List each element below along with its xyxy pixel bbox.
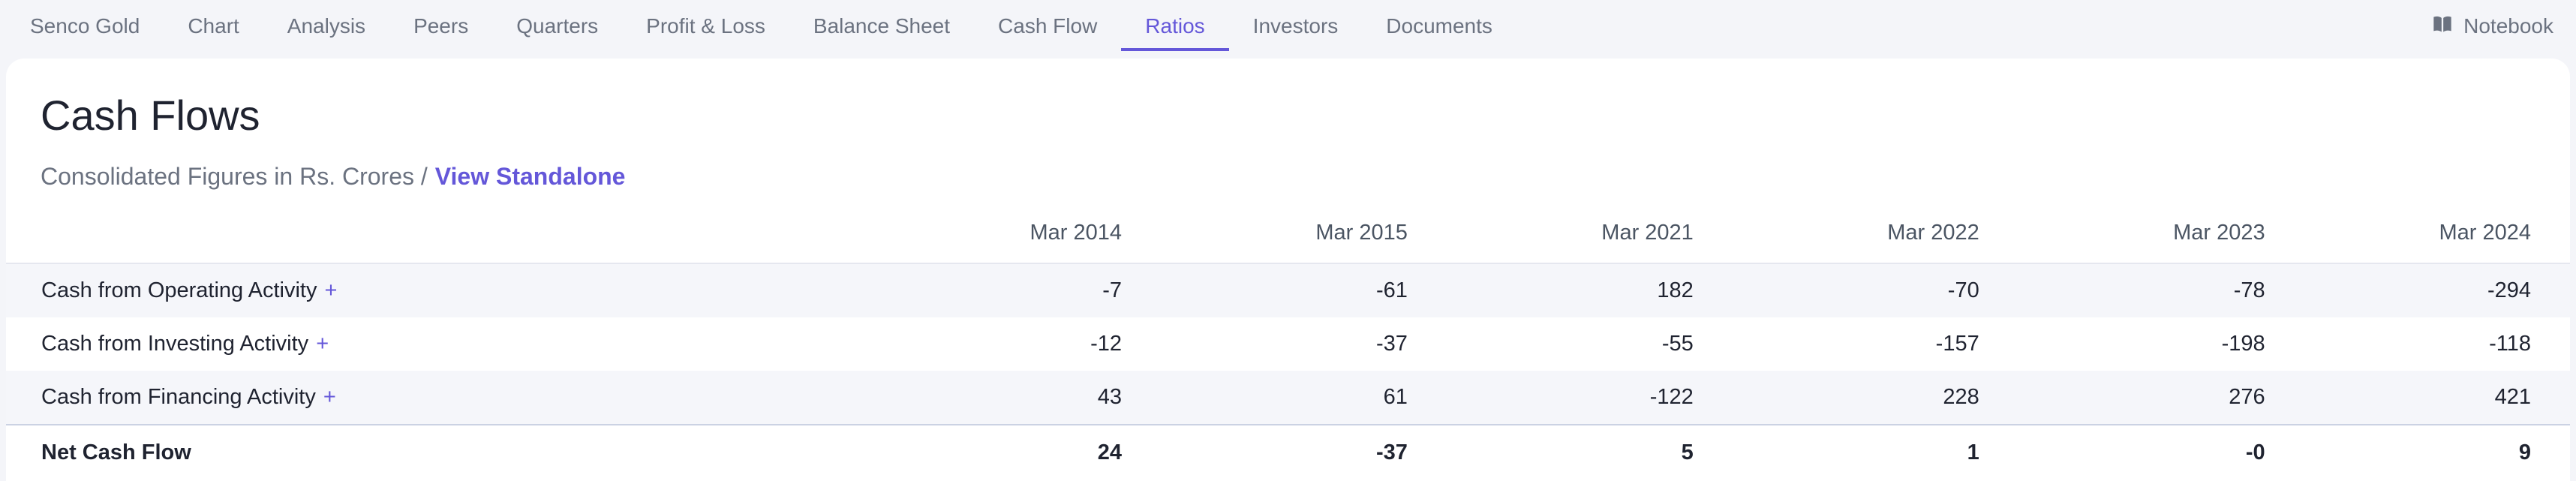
total-cell: 1 (1699, 424, 1985, 479)
book-icon (2432, 14, 2453, 40)
table-cell: -12 (1090, 332, 1122, 356)
column-header: Mar 2014 (774, 207, 1128, 264)
table-header-row: Mar 2014 Mar 2015 Mar 2021 Mar 2022 Mar … (6, 207, 2570, 264)
column-header: Mar 2022 (1699, 207, 1985, 264)
total-cell: 5 (1413, 424, 1700, 479)
section-title: Cash Flows (41, 92, 260, 139)
tab-cash-flow[interactable]: Cash Flow (998, 14, 1098, 38)
column-header: Mar 2024 (2271, 207, 2570, 264)
total-label: Net Cash Flow (6, 424, 774, 479)
table-cell: 182 (1413, 263, 1700, 317)
table-cell: -122 (1413, 371, 1700, 425)
row-label-cell[interactable]: Cash from Financing Activity + (6, 371, 774, 425)
table-cell: 421 (2271, 371, 2570, 425)
tab-ratios[interactable]: Ratios (1121, 0, 1230, 53)
cash-flow-table: Mar 2014 Mar 2015 Mar 2021 Mar 2022 Mar … (6, 207, 2570, 479)
expand-button[interactable]: + (324, 278, 338, 302)
table-cell: -78 (1985, 263, 2271, 317)
subtitle-text: Consolidated Figures in Rs. Crores / (41, 163, 428, 190)
table-row: Cash from Financing Activity + 43 61 -122… (6, 371, 2570, 425)
table-cell: -294 (2271, 263, 2570, 317)
tab-peers[interactable]: Peers (413, 14, 469, 38)
section-subtitle: Consolidated Figures in Rs. Crores / Vie… (41, 162, 625, 191)
tab-documents[interactable]: Documents (1386, 14, 1492, 38)
column-header: Mar 2021 (1413, 207, 1700, 264)
table-cell: 276 (1985, 371, 2271, 425)
tab-senco-gold[interactable]: Senco Gold (30, 14, 140, 38)
column-header: Mar 2015 (1127, 207, 1414, 264)
notebook-button[interactable]: Notebook (2432, 0, 2553, 53)
table-cell: -157 (1935, 332, 1979, 356)
table-cell: -37 (1375, 332, 1408, 356)
row-label-cell[interactable]: Cash from Operating Activity + (6, 263, 774, 317)
table-cell: -118 (2489, 332, 2531, 356)
nav-tabs: Senco Gold Chart Analysis Peers Quarters… (15, 0, 1516, 53)
total-cell: 9 (2271, 424, 2570, 479)
expand-button[interactable]: + (316, 332, 329, 356)
tab-quarters[interactable]: Quarters (516, 14, 599, 38)
view-standalone-link[interactable]: View Standalone (434, 163, 626, 190)
row-label: Cash from Operating Activity (41, 278, 317, 302)
total-cell: -37 (1127, 424, 1414, 479)
expand-button[interactable]: + (323, 385, 336, 409)
tab-chart[interactable]: Chart (188, 14, 239, 38)
tab-investors[interactable]: Investors (1252, 14, 1339, 38)
row-label-cell[interactable]: Cash from Investing Activity + (6, 317, 774, 371)
table-cell: -55 (1661, 332, 1694, 356)
header-label-cell (6, 207, 774, 264)
top-navigation: Senco Gold Chart Analysis Peers Quarters… (0, 0, 2576, 53)
total-cell: 24 (774, 424, 1128, 479)
notebook-label: Notebook (2463, 14, 2553, 38)
total-row: Net Cash Flow 24 -37 5 1 -0 9 (6, 424, 2570, 479)
tab-profit-loss[interactable]: Profit & Loss (646, 14, 765, 38)
table-row: Cash from Operating Activity + -7 -61 182… (6, 263, 2570, 317)
table-cell: 43 (774, 371, 1128, 425)
table-cell: 61 (1127, 371, 1414, 425)
table-cell: -198 (2221, 332, 2265, 356)
table-cell: -7 (774, 263, 1128, 317)
column-header: Mar 2023 (1985, 207, 2271, 264)
table-cell: -70 (1699, 263, 1985, 317)
tab-analysis[interactable]: Analysis (287, 14, 366, 38)
row-label: Cash from Financing Activity (41, 385, 316, 409)
table-row: Cash from Investing Activity + -12 -37 -5… (6, 317, 2570, 371)
total-cell: -0 (1985, 424, 2271, 479)
tab-balance-sheet[interactable]: Balance Sheet (813, 14, 951, 38)
row-label: Cash from Investing Activity (41, 332, 309, 356)
cash-flows-card: Cash Flows Consolidated Figures in Rs. C… (6, 59, 2570, 481)
table-cell: 228 (1699, 371, 1985, 425)
table-cell: -61 (1127, 263, 1414, 317)
